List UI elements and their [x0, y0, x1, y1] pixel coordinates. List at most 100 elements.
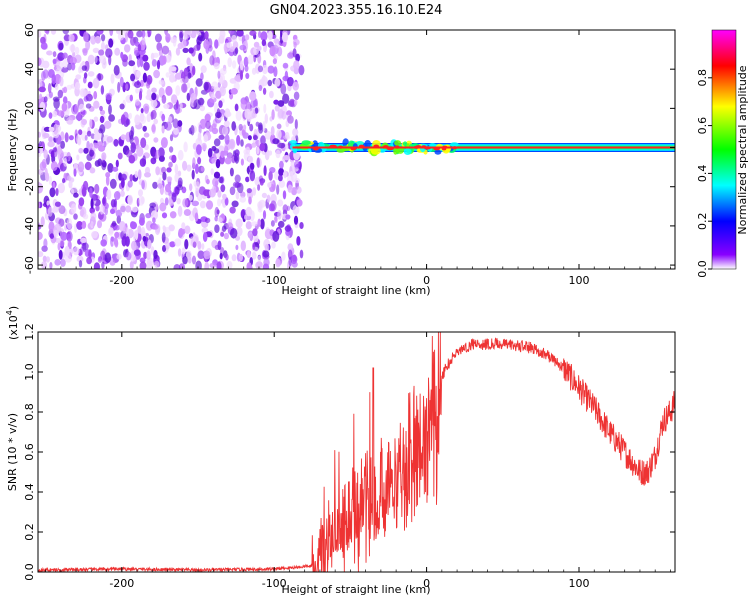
noise-blob	[119, 103, 125, 110]
noise-blob	[143, 251, 148, 260]
noise-blob	[38, 86, 46, 93]
noise-blob	[218, 176, 224, 184]
noise-blob	[195, 78, 203, 87]
noise-blob	[201, 243, 205, 250]
noise-blob	[146, 250, 151, 260]
snr-y-tick-label: 0.6	[23, 443, 36, 461]
noise-blob	[101, 152, 107, 161]
noise-blob	[128, 60, 136, 67]
noise-blob	[41, 70, 46, 81]
spectrogram-y-tick-label: -20	[23, 178, 36, 196]
noise-blob	[214, 39, 219, 49]
noise-blob	[182, 47, 189, 54]
noise-blob	[93, 128, 99, 135]
noise-blob	[127, 30, 134, 39]
noise-blob	[229, 167, 234, 177]
noise-blob	[151, 87, 157, 93]
noise-blob	[243, 124, 247, 131]
noise-blob	[151, 59, 157, 67]
noise-blob	[43, 238, 48, 249]
noise-blob	[232, 150, 236, 157]
noise-blob	[172, 37, 177, 47]
noise-blob	[220, 67, 227, 75]
noise-blob	[104, 120, 112, 129]
noise-blob	[227, 57, 232, 68]
noise-blob	[217, 190, 222, 198]
noise-blob	[295, 186, 302, 194]
noise-blob	[174, 172, 180, 183]
noise-blob	[109, 30, 114, 37]
noise-blob	[106, 189, 112, 200]
noise-blob	[62, 30, 70, 35]
snr-y-tick-label: 0.0	[23, 563, 36, 581]
noise-blob	[173, 264, 181, 269]
noise-blob	[90, 35, 97, 45]
noise-blob	[63, 86, 68, 94]
noise-blob	[251, 251, 257, 260]
noise-blob	[277, 100, 285, 107]
noise-blob	[262, 263, 270, 269]
noise-blob	[43, 96, 48, 103]
noise-blob	[186, 92, 191, 102]
noise-blob	[127, 180, 133, 188]
noise-blob	[240, 70, 243, 81]
noise-blob	[183, 67, 189, 77]
noise-blob	[113, 237, 118, 247]
noise-blob	[283, 134, 291, 140]
noise-blob	[38, 224, 42, 230]
noise-blob	[121, 236, 127, 247]
spectrogram-y-label: Frequency (Hz)	[6, 109, 19, 192]
signal-blob	[403, 148, 412, 155]
noise-blob	[203, 134, 209, 143]
noise-blob	[117, 81, 121, 93]
noise-blob	[184, 30, 191, 39]
spectrogram-x-tick-label: -200	[109, 274, 134, 287]
colorbar-label: Normalized spectral amplitude	[736, 65, 749, 234]
noise-blob	[160, 137, 168, 149]
noise-blob	[240, 191, 246, 198]
noise-blob	[202, 232, 208, 242]
noise-blob	[49, 262, 53, 269]
noise-blob	[260, 31, 268, 42]
noise-blob	[140, 226, 146, 238]
spectrogram-x-label: Height of straight line (km)	[281, 284, 430, 297]
noise-blob	[161, 125, 165, 134]
noise-blob	[139, 261, 147, 269]
noise-blob	[40, 216, 45, 227]
noise-blob	[82, 213, 89, 220]
noise-blob	[161, 113, 166, 122]
noise-blob	[68, 180, 73, 189]
noise-blob	[285, 214, 291, 220]
noise-blob	[84, 161, 92, 171]
spectrogram-frame	[37, 29, 676, 270]
noise-blob	[165, 85, 173, 96]
spectrogram-y-tick-label: -60	[23, 256, 36, 274]
noise-blob	[73, 213, 78, 220]
colorbar-tick-label: 0.8	[696, 69, 709, 87]
noise-blob	[199, 200, 206, 209]
noise-blob	[101, 34, 106, 42]
noise-blob	[299, 249, 304, 259]
noise-blob	[76, 154, 80, 161]
noise-blob	[177, 149, 184, 161]
noise-blob	[169, 134, 174, 142]
noise-blob	[231, 200, 239, 208]
noise-blob	[199, 105, 205, 112]
noise-blob	[283, 170, 287, 179]
noise-blob	[38, 131, 41, 138]
noise-blob	[120, 190, 125, 197]
noise-blob	[108, 227, 114, 235]
noise-blob	[138, 189, 143, 197]
noise-blob	[260, 218, 265, 230]
noise-blob	[100, 239, 107, 247]
noise-blob	[113, 191, 121, 200]
noise-blob	[152, 52, 159, 58]
noise-blob	[258, 124, 264, 134]
noise-blob	[254, 107, 259, 114]
noise-blob	[231, 121, 236, 131]
noise-blob	[50, 161, 58, 171]
noise-blob	[169, 66, 177, 72]
noise-blob	[67, 62, 72, 71]
noise-blob	[291, 187, 298, 196]
